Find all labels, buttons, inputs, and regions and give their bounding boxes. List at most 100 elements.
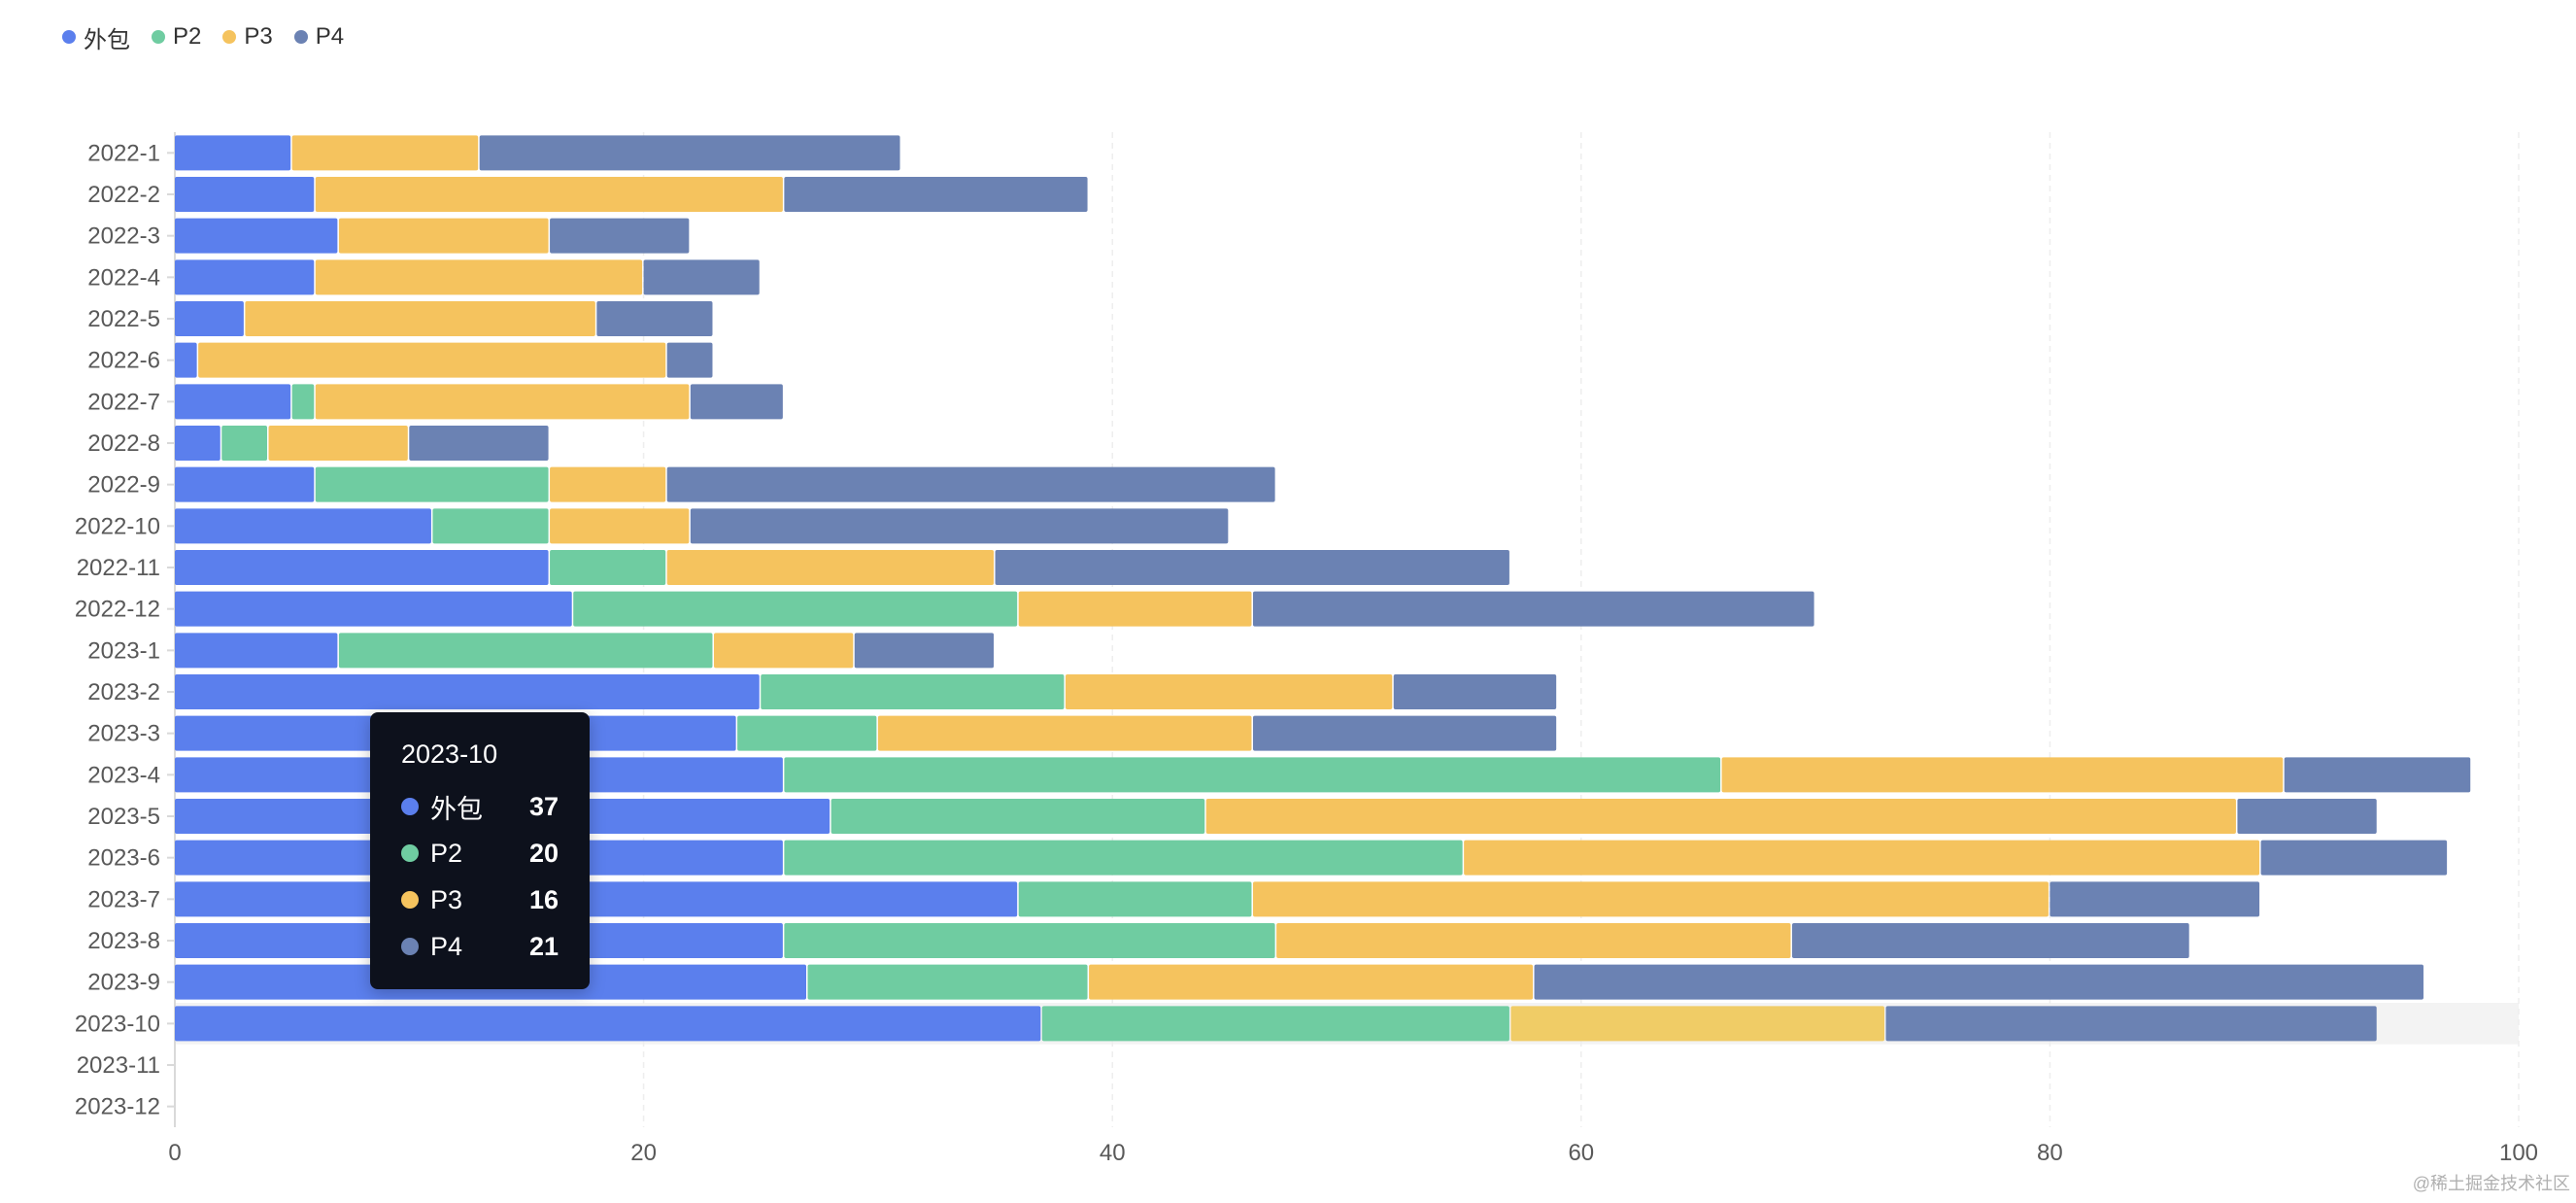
watermark: @稀土掘金技术社区 [2412, 1174, 2570, 1193]
legend-label: P3 [244, 23, 273, 50]
bar-segment [479, 135, 900, 171]
y-tick-label: 2022-4 [87, 264, 160, 291]
bar-segment [784, 840, 1463, 876]
bar-segment [1018, 591, 1252, 627]
bar-segment [175, 135, 291, 171]
y-tick-label: 2023-4 [87, 762, 160, 788]
bar-segment [830, 799, 1205, 834]
bar-segment [1252, 881, 2049, 917]
bar-segment [175, 591, 572, 627]
y-tick-label: 2023-8 [87, 928, 160, 954]
bar-segment [1065, 674, 1393, 709]
bar-segment [315, 466, 549, 502]
bar-segment [877, 715, 1252, 751]
legend-item[interactable]: 外包 [62, 20, 130, 54]
y-tick-label: 2023-9 [87, 970, 160, 996]
bar-segment [175, 881, 1018, 917]
bar-segment [550, 466, 666, 502]
bar-segment [550, 550, 666, 585]
y-tick-label: 2023-6 [87, 845, 160, 872]
tooltip-row: P3 16 [401, 876, 559, 923]
bar-segment [338, 633, 713, 669]
bar-segment [175, 218, 338, 254]
tooltip-series-value: 16 [528, 884, 559, 914]
x-tick-label: 80 [2037, 1140, 2063, 1166]
bar-segment [596, 301, 713, 336]
tooltip-row: 外包 37 [401, 783, 559, 830]
tooltip-series-name: 外包 [430, 794, 483, 824]
legend-item[interactable]: P4 [293, 23, 344, 51]
bar-segment [1252, 715, 1557, 751]
tooltip-row: P4 21 [401, 923, 559, 970]
bar-segment [175, 301, 244, 336]
bar-segment [291, 384, 315, 420]
tooltip-row: P2 20 [401, 830, 559, 876]
bar-segment [432, 508, 549, 544]
bar-segment [784, 177, 1088, 212]
tooltip-dot-icon [401, 938, 419, 955]
bar-segment [175, 674, 760, 709]
tooltip-series-name: P4 [430, 931, 463, 961]
tooltip-rows: 外包 37 P2 20 P3 16 P4 21 [401, 783, 559, 970]
tooltip-series-value: 21 [528, 931, 559, 961]
tooltip-series-value: 20 [528, 838, 559, 868]
x-tick-label: 100 [2499, 1140, 2538, 1166]
bar-segment [175, 633, 338, 669]
bar-segment [1721, 757, 2284, 793]
bar-segment [854, 633, 995, 669]
y-tick-label: 2022-9 [87, 472, 160, 498]
bar-segment [175, 177, 315, 212]
x-tick-label: 20 [630, 1140, 657, 1166]
bar-segment [2237, 799, 2377, 834]
bar-segment [409, 426, 549, 461]
bar-segment [666, 466, 1275, 502]
bar-segment [175, 259, 315, 295]
legend-dot-icon [222, 30, 237, 44]
legend-label: P2 [173, 23, 202, 50]
y-tick-label: 2022-2 [87, 182, 160, 208]
y-tick-label: 2023-3 [87, 721, 160, 747]
bar-segment [643, 259, 760, 295]
bar-segment [315, 384, 690, 420]
bar-segment [995, 550, 1509, 585]
bar-segment [175, 508, 431, 544]
legend-item[interactable]: P2 [152, 23, 201, 51]
y-tick-label: 2022-3 [87, 223, 160, 250]
y-tick-label: 2022-1 [87, 140, 160, 166]
y-tick-label: 2023-12 [75, 1094, 160, 1120]
bar-segment [2260, 840, 2448, 876]
y-tick-label: 2022-5 [87, 306, 160, 332]
bar-segment [1089, 964, 1534, 1000]
legend-item[interactable]: P3 [222, 23, 273, 51]
legend-dot-icon [152, 30, 165, 44]
bar-segment [1791, 923, 2189, 958]
bar-segment [713, 633, 854, 669]
bar-segment [761, 674, 1065, 709]
bar-segment [291, 135, 479, 171]
tooltip-dot-icon [401, 844, 419, 862]
bar-segment [268, 426, 408, 461]
bar-segment [550, 508, 690, 544]
bar-segment [666, 550, 995, 585]
x-tick-label: 0 [168, 1140, 181, 1166]
y-tick-label: 2022-8 [87, 430, 160, 457]
bar-segment [2284, 757, 2471, 793]
bar-segment [737, 715, 877, 751]
y-tick-label: 2023-2 [87, 679, 160, 705]
tooltip-title: 2023-10 [401, 739, 498, 769]
bar-segment [1041, 1006, 1509, 1042]
tooltip-series-name: P3 [430, 884, 463, 914]
bar-segment [690, 384, 783, 420]
y-tick-label: 2022-12 [75, 597, 160, 623]
tooltip-series-value: 37 [528, 791, 559, 821]
bar-segment [315, 259, 643, 295]
legend-dot-icon [62, 30, 76, 44]
y-tick-label: 2022-11 [77, 555, 160, 581]
bar-segment [550, 218, 690, 254]
bar-segment [338, 218, 549, 254]
bar-segment [175, 384, 291, 420]
bar-segment [175, 1006, 1041, 1042]
bar-segment [807, 964, 1088, 1000]
y-tick-label: 2023-1 [87, 637, 160, 664]
y-tick-label: 2023-11 [77, 1052, 160, 1079]
